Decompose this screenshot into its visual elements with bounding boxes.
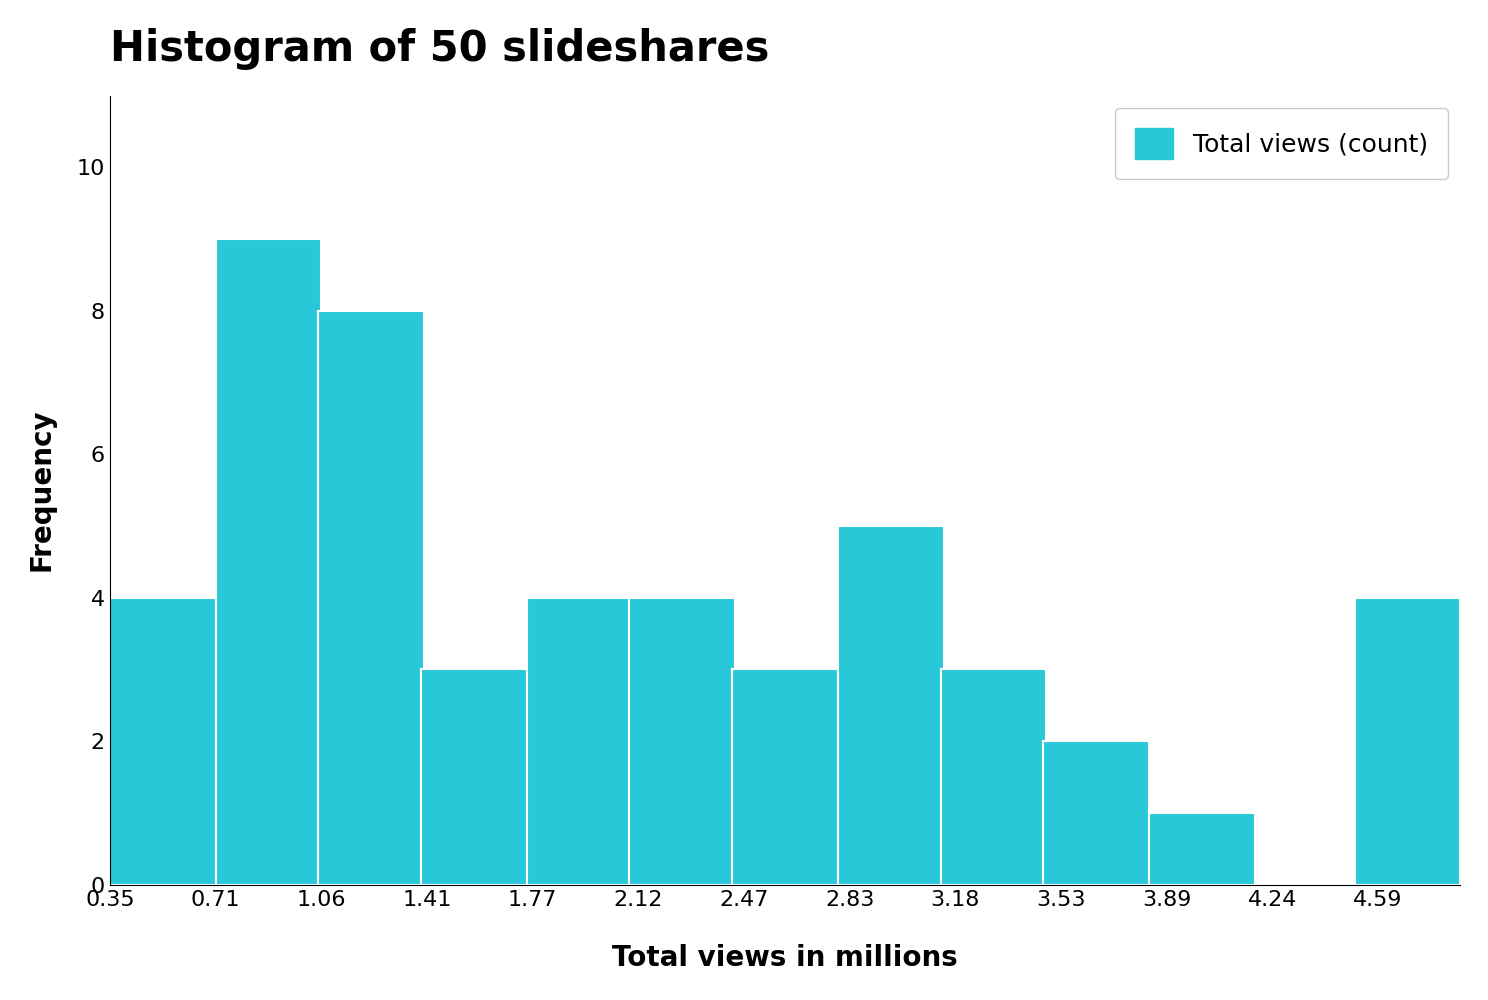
Legend: Total views (count): Total views (count) [1115, 108, 1448, 178]
Bar [318, 311, 424, 885]
Bar [1354, 598, 1460, 885]
Bar [110, 598, 216, 885]
Bar [838, 526, 943, 885]
Bar [1149, 813, 1254, 885]
Bar [421, 669, 527, 885]
Y-axis label: Frequency: Frequency [28, 409, 55, 571]
X-axis label: Total views in millions: Total views in millions [612, 944, 958, 972]
Bar [1043, 741, 1149, 885]
Text: Histogram of 50 slideshares: Histogram of 50 slideshares [110, 28, 769, 70]
Bar [216, 239, 321, 885]
Bar [732, 669, 838, 885]
Bar [940, 669, 1046, 885]
Bar [629, 598, 735, 885]
Bar [527, 598, 632, 885]
